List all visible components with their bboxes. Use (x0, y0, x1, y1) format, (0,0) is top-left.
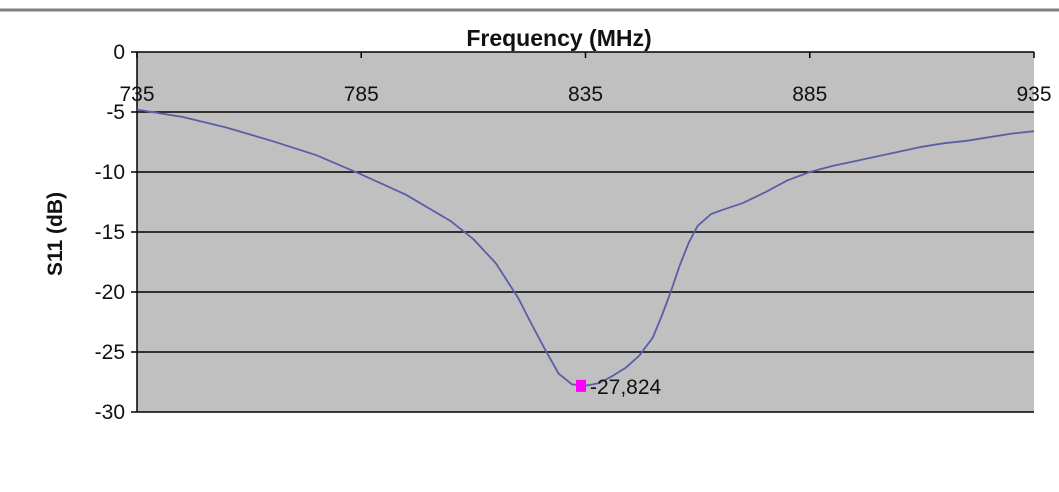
chart-marks (136, 108, 1035, 392)
x-tick-label: 835 (568, 83, 603, 106)
y-tick-label: -10 (95, 161, 125, 184)
plot-area (131, 51, 1035, 413)
y-tick-label: -5 (106, 101, 125, 124)
y-tick-label: -15 (95, 221, 125, 244)
x-tick-label: 885 (792, 83, 827, 106)
x-axis-title: Frequency (MHz) (466, 25, 651, 51)
y-tick-label: -20 (95, 281, 125, 304)
x-tick-label: 785 (344, 83, 379, 106)
series-line (136, 108, 1035, 387)
y-axis-title: S11 (dB) (44, 192, 67, 276)
x-tick-label: 935 (1016, 83, 1051, 106)
minimum-marker (576, 379, 587, 392)
x-tick-label: 735 (119, 83, 154, 106)
chart-labels: Frequency (MHz) S11 (dB) 0 -5 -10 -15 -20 -25… (44, 25, 1052, 424)
minimum-data-label: -27,824 (590, 376, 662, 399)
y-tick-label: -30 (95, 401, 125, 424)
y-tick-label: 0 (113, 41, 125, 64)
y-tick-label: -25 (95, 341, 125, 364)
